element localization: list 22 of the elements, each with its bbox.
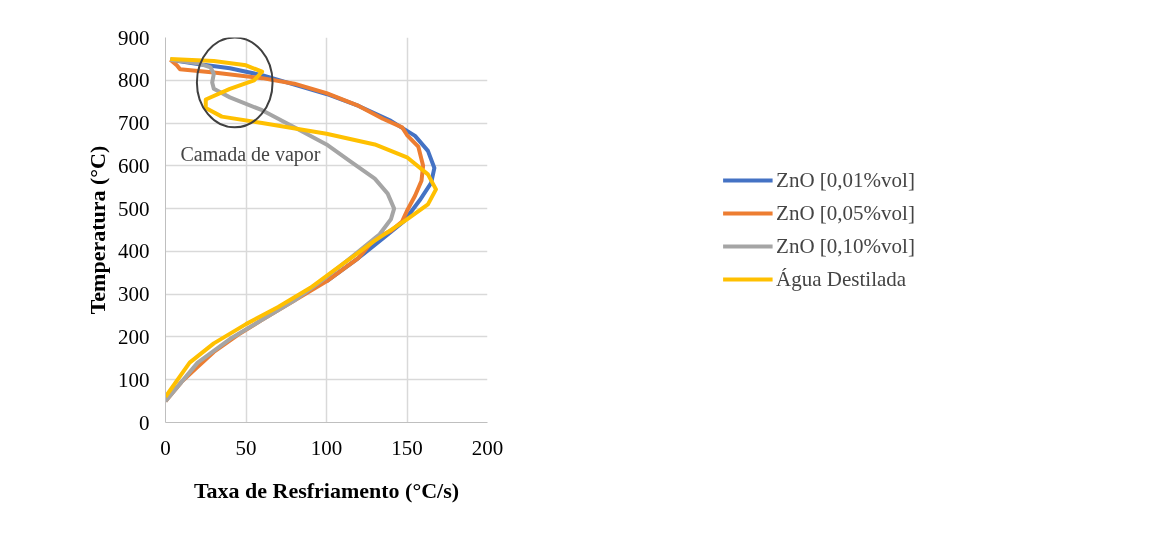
y-tick-label: 700 — [118, 111, 150, 136]
x-tick-label: 100 — [310, 435, 343, 460]
x-tick-label: 50 — [235, 435, 257, 460]
x-axis-title: Taxa de Resfriamento (°C/s) — [193, 477, 460, 503]
y-tick-label: 500 — [118, 196, 150, 221]
x-tick-label: 150 — [391, 435, 423, 460]
y-tick-label: 800 — [118, 68, 150, 93]
y-tick-label: 200 — [118, 324, 150, 349]
legend-label: ZnO [0,05%vol] — [776, 200, 915, 226]
x-tick-label: 200 — [471, 435, 504, 460]
y-axis-title: Temperatura (°C) — [85, 145, 110, 315]
y-tick-label: 100 — [118, 367, 150, 392]
annotation: Camada de vapor — [180, 142, 321, 166]
y-tick-label: 300 — [118, 282, 150, 307]
legend-label: ZnO [0,01%vol] — [776, 167, 915, 193]
legend-label: ZnO [0,10%vol] — [776, 233, 915, 259]
legend-label: Água Destilada — [776, 266, 907, 292]
y-tick-label: 900 — [118, 25, 150, 50]
y-tick-label: 0 — [139, 410, 150, 435]
x-tick-label: 0 — [160, 435, 171, 460]
y-tick-label: 400 — [118, 239, 150, 264]
y-tick-label: 600 — [118, 153, 150, 178]
